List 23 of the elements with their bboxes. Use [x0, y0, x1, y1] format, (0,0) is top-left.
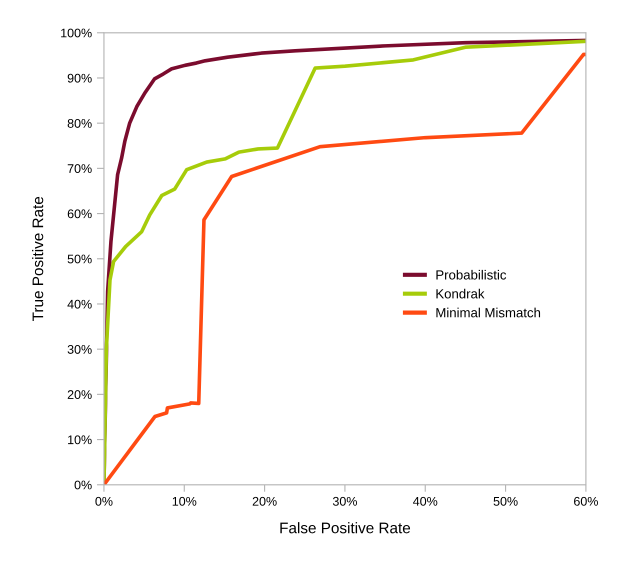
x-tick-label: 40%	[413, 496, 438, 506]
legend-label: Kondrak	[436, 288, 485, 298]
y-tick-label: 30%	[68, 344, 92, 354]
x-tick-label: 60%	[574, 496, 598, 506]
y-tick-label: 100%	[61, 28, 92, 38]
y-tick-label: 80%	[68, 118, 92, 128]
legend-label: Minimal Mismatch	[436, 308, 540, 318]
y-tick-label: 70%	[68, 164, 92, 174]
x-tick-label: 20%	[252, 496, 277, 506]
y-tick-label: 20%	[68, 390, 92, 400]
y-tick-label: 40%	[67, 300, 92, 309]
x-axis-title: False Positive Rate	[280, 522, 410, 534]
x-tick-label: 0%	[95, 496, 113, 506]
legend-label: Probabilistic	[436, 270, 506, 280]
x-tick-label: 50%	[494, 496, 518, 506]
y-axis-title: True Positive Rate	[32, 196, 44, 321]
y-tick-label: 0%	[74, 480, 92, 490]
y-tick-label: 50%	[68, 254, 92, 264]
y-tick-label: 60%	[68, 209, 92, 218]
x-tick-label: 30%	[332, 496, 357, 506]
x-tick-label: 10%	[172, 496, 196, 506]
y-tick-label: 10%	[68, 435, 92, 444]
y-tick-label: 90%	[68, 74, 92, 83]
